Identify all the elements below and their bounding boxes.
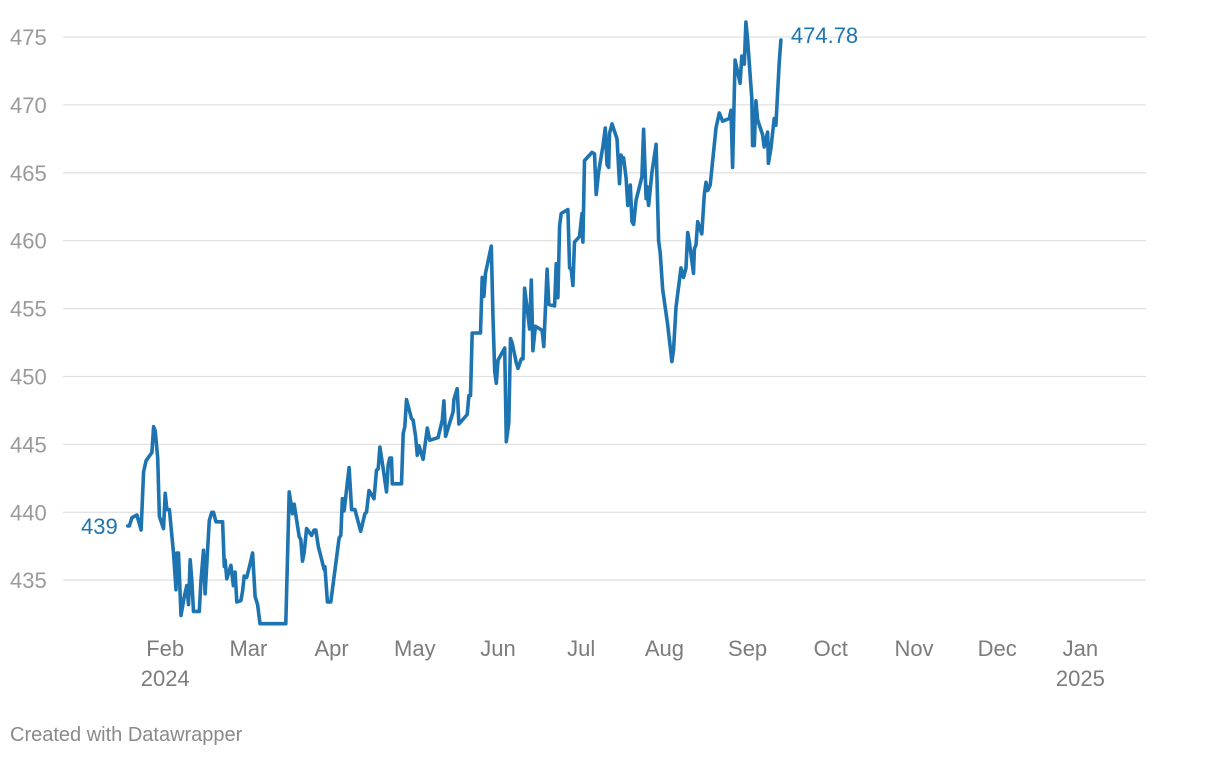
x-tick-label: Jun bbox=[480, 636, 515, 661]
x-tick-label: Jan bbox=[1063, 636, 1098, 661]
y-tick-label: 455 bbox=[10, 297, 47, 322]
end-value-label: 474.78 bbox=[791, 23, 858, 48]
x-tick-year-label: 2024 bbox=[141, 666, 190, 691]
x-tick-label: Oct bbox=[814, 636, 848, 661]
y-tick-label: 475 bbox=[10, 25, 47, 50]
x-axis: Feb 2024 Mar Apr May Jun Jul Aug Sep Oct Nov Dec Jan… bbox=[141, 636, 1105, 691]
grid-layer: 435 440 445 450 455 460 465 470 475 bbox=[10, 25, 1146, 593]
y-tick-label: 465 bbox=[10, 161, 47, 186]
start-value-label: 439 bbox=[81, 514, 118, 539]
credit-text: Created with Datawrapper bbox=[10, 724, 243, 746]
x-tick-label: Feb bbox=[146, 636, 184, 661]
y-tick-label: 460 bbox=[10, 229, 47, 254]
series-line bbox=[126, 20, 783, 626]
x-tick-label: Sep bbox=[728, 636, 767, 661]
label-layer: 439 474.78 bbox=[81, 23, 858, 539]
line-chart: 435 440 445 450 455 460 465 470 475 Feb 2024 Mar Ap… bbox=[10, 20, 1146, 691]
x-tick-label: Jul bbox=[567, 636, 595, 661]
x-tick-label: May bbox=[394, 636, 436, 661]
x-tick-label: Apr bbox=[314, 636, 348, 661]
x-tick-year-label: 2025 bbox=[1056, 666, 1105, 691]
y-tick-label: 445 bbox=[10, 432, 47, 457]
series-layer bbox=[126, 20, 783, 626]
x-tick-label: Aug bbox=[645, 636, 684, 661]
y-tick-label: 435 bbox=[10, 568, 47, 593]
y-tick-label: 440 bbox=[10, 500, 47, 525]
y-tick-label: 470 bbox=[10, 93, 47, 118]
y-tick-label: 450 bbox=[10, 365, 47, 390]
x-tick-label: Mar bbox=[229, 636, 267, 661]
x-tick-label: Dec bbox=[978, 636, 1017, 661]
x-tick-label: Nov bbox=[894, 636, 933, 661]
